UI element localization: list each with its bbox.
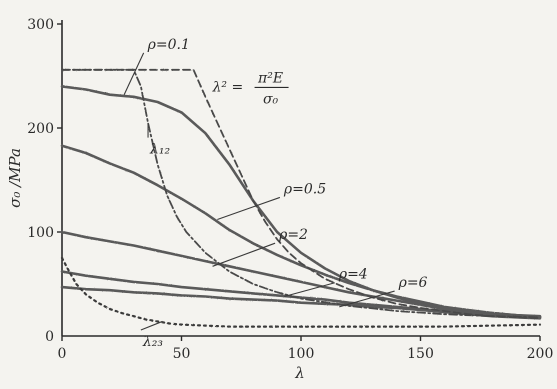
series-line-6 [61, 68, 541, 319]
x-tick-label: 200 [527, 346, 554, 362]
series-line-2 [60, 230, 542, 319]
annotation-leader-rho4 [284, 282, 335, 298]
y-axis-title: σ₀ /MPa [6, 148, 24, 208]
y-tick-label: 100 [27, 225, 54, 241]
formula-denominator: σ₀ [263, 91, 279, 107]
annotation-label-rho01: ρ=0.1 [147, 37, 190, 53]
annotation-label-lambda12: λ₁₂ [149, 142, 170, 158]
ticks: 0 50 100 150 200 0 100 200 300 [27, 17, 553, 362]
annotation-leader-rho05 [217, 196, 281, 221]
annotation-leader-lambda23 [140, 320, 163, 331]
annotation-label-rho2: ρ=2 [278, 227, 308, 243]
series-line-7 [60, 256, 542, 328]
x-axis-title: λ [294, 364, 305, 382]
x-tick-label: 150 [407, 346, 434, 362]
annotation-leader-rho2 [212, 242, 276, 267]
formula-numerator: π²E [257, 70, 283, 86]
y-tick-label: 300 [27, 17, 54, 33]
y-tick-label: 200 [27, 121, 54, 137]
annotations-layer: ρ=0.1 ρ=0.5 ρ=2 ρ=4 ρ=6 λ₁₂ λ₂₃ λ² = π²E σ₀ [123, 37, 428, 350]
annotation-label-lambda23: λ₂₃ [142, 334, 163, 350]
x-tick-label: 100 [288, 346, 315, 362]
series-line-5 [61, 68, 541, 320]
series-layer [60, 68, 542, 328]
series-line-1 [60, 144, 542, 319]
x-tick-label: 0 [58, 346, 67, 362]
y-tick-label: 0 [45, 329, 54, 345]
annotation-leader-rho01 [123, 52, 145, 95]
x-tick-label: 50 [173, 346, 191, 362]
annotation-leader-rho6 [339, 290, 395, 308]
annotation-label-rho4: ρ=4 [338, 267, 368, 283]
formula-lhs: λ² = [212, 79, 244, 95]
annotation-label-rho05: ρ=0.5 [283, 181, 326, 197]
annotation-label-rho6: ρ=6 [398, 275, 428, 291]
